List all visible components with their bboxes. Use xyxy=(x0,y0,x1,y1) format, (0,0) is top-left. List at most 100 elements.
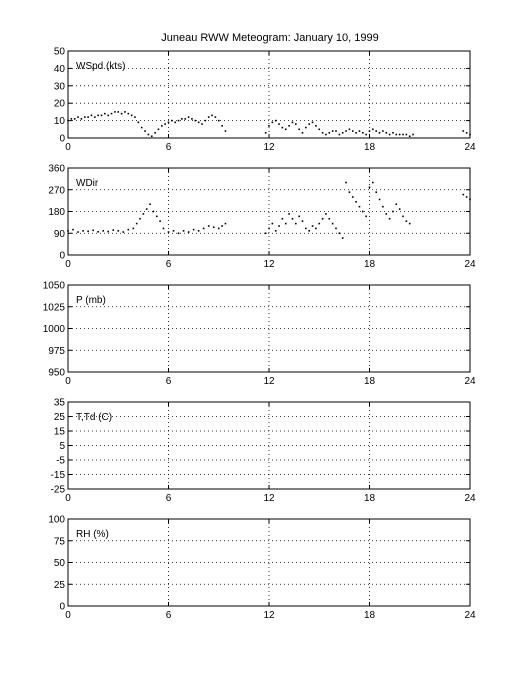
data-point xyxy=(338,232,341,235)
data-point xyxy=(94,116,96,118)
data-point xyxy=(77,116,79,118)
x-tick-label: 0 xyxy=(65,259,71,270)
data-point xyxy=(392,131,394,134)
data-point xyxy=(388,133,391,136)
data-point xyxy=(385,131,388,134)
data-point xyxy=(139,217,141,220)
data-point xyxy=(152,210,155,213)
data-point xyxy=(92,229,94,232)
data-point xyxy=(462,130,465,132)
data-point xyxy=(284,222,287,225)
data-point xyxy=(202,227,205,230)
x-tick-label: 0 xyxy=(65,142,71,153)
data-point xyxy=(134,116,136,118)
data-point xyxy=(207,116,210,118)
x-tick-label: 0 xyxy=(65,493,71,504)
data-point xyxy=(368,186,371,189)
data-point xyxy=(184,118,187,120)
data-point xyxy=(311,121,314,124)
panel-p-mb: 0 6 12 18 24 950 975 1000 1025 1050 P (mb) xyxy=(43,281,476,388)
data-point xyxy=(182,230,185,232)
data-point xyxy=(398,208,401,210)
data-point xyxy=(301,131,304,134)
data-point xyxy=(335,227,337,230)
data-point xyxy=(132,227,135,230)
panel-label: WDir xyxy=(76,178,99,189)
x-tick-label: 6 xyxy=(166,610,172,621)
y-tick-label: 0 xyxy=(59,251,65,262)
data-point xyxy=(112,229,115,231)
data-point xyxy=(271,222,274,225)
data-point xyxy=(110,112,113,115)
y-tick-label: 1000 xyxy=(43,324,66,335)
y-tick-label: 35 xyxy=(54,398,66,409)
panel-t-td-c: 0 6 12 18 24 -25 -15 -5 5 15 25 35 T,Td (C) xyxy=(51,398,476,505)
data-point xyxy=(328,131,331,134)
data-point xyxy=(271,121,274,124)
data-point xyxy=(72,228,74,231)
data-point xyxy=(351,130,354,132)
x-tick-label: 18 xyxy=(364,493,376,504)
data-point xyxy=(351,196,354,198)
data-point xyxy=(197,121,200,124)
data-point xyxy=(382,130,384,132)
panel-label: P (mb) xyxy=(76,295,106,306)
data-point xyxy=(154,131,156,134)
y-tick-label: 180 xyxy=(48,207,65,218)
data-point xyxy=(315,227,317,230)
data-point xyxy=(405,220,408,222)
data-point xyxy=(288,125,290,127)
data-point xyxy=(224,222,227,225)
data-point xyxy=(325,133,327,136)
data-point xyxy=(114,111,116,113)
data-point xyxy=(90,114,93,117)
data-point xyxy=(161,125,163,127)
data-point xyxy=(355,131,357,134)
data-point xyxy=(305,126,307,129)
data-point xyxy=(187,231,190,233)
data-point xyxy=(192,228,195,231)
data-point xyxy=(187,116,190,118)
data-point xyxy=(264,131,267,134)
data-point xyxy=(465,196,468,198)
data-point xyxy=(77,231,79,233)
data-point xyxy=(70,118,73,120)
y-tick-label: 15 xyxy=(54,427,66,438)
data-point xyxy=(140,126,143,129)
data-point xyxy=(87,230,89,233)
data-point xyxy=(147,133,150,136)
data-point xyxy=(382,205,384,208)
x-tick-label: 24 xyxy=(464,610,476,621)
series-wdir xyxy=(67,181,471,239)
x-tick-label: 18 xyxy=(364,376,376,387)
data-point xyxy=(162,227,165,230)
data-point xyxy=(288,213,290,215)
x-tick-label: 6 xyxy=(166,142,172,153)
y-tick-label: 25 xyxy=(54,580,66,591)
data-point xyxy=(172,230,175,232)
x-tick-label: 12 xyxy=(263,376,275,387)
y-tick-label: 90 xyxy=(54,229,66,240)
y-tick-label: 50 xyxy=(54,47,66,58)
y-tick-label: 100 xyxy=(48,515,65,526)
data-point xyxy=(408,135,411,138)
x-tick-label: 24 xyxy=(464,376,476,387)
data-point xyxy=(124,111,126,113)
data-point xyxy=(82,230,84,232)
data-point xyxy=(102,230,104,232)
data-point xyxy=(83,116,86,118)
x-tick-label: 12 xyxy=(263,493,275,504)
data-point xyxy=(204,119,207,122)
panel-label: RH (%) xyxy=(76,529,109,540)
data-point xyxy=(149,203,151,206)
x-tick-label: 18 xyxy=(364,610,376,621)
data-point xyxy=(97,231,99,233)
x-tick-label: 24 xyxy=(464,493,476,504)
data-point xyxy=(194,119,197,122)
panel-rh: 0 6 12 18 24 0 25 50 75 100 RH (%) xyxy=(48,515,476,622)
data-point xyxy=(331,130,334,132)
data-point xyxy=(331,222,334,225)
data-point xyxy=(268,227,270,230)
data-point xyxy=(348,128,351,131)
